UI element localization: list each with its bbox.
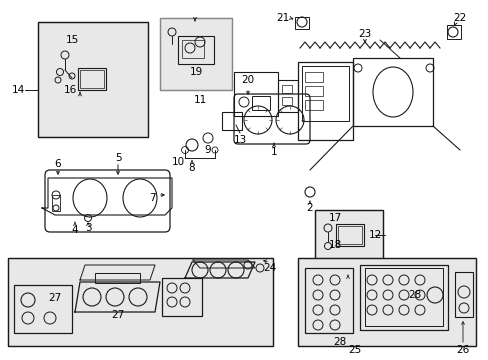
Bar (305, 86, 323, 96)
Text: 1: 1 (270, 147, 277, 157)
Bar (297, 258, 475, 346)
Bar (234, 72, 278, 116)
Bar (359, 265, 447, 330)
Bar (8, 258, 272, 346)
Bar (314, 210, 382, 278)
Text: 9: 9 (204, 145, 211, 155)
Bar (297, 62, 352, 140)
Text: 2: 2 (306, 203, 313, 213)
Text: 21: 21 (276, 13, 289, 23)
Text: 12: 12 (367, 230, 381, 240)
Bar (95, 273, 140, 283)
Bar (222, 112, 242, 130)
Bar (305, 72, 323, 82)
Bar (182, 40, 203, 58)
Bar (160, 18, 231, 90)
Text: 3: 3 (84, 223, 91, 233)
Text: 23: 23 (358, 29, 371, 39)
Text: 26: 26 (455, 345, 468, 355)
Text: 18: 18 (328, 240, 341, 250)
Bar (14, 285, 72, 333)
Bar (305, 100, 323, 110)
Bar (38, 22, 148, 137)
Text: 19: 19 (189, 67, 202, 77)
Text: 4: 4 (72, 225, 78, 235)
Bar (160, 18, 231, 90)
Text: 27: 27 (48, 293, 61, 303)
Bar (335, 224, 363, 246)
Bar (282, 85, 291, 93)
Bar (52, 195, 60, 211)
Text: 28: 28 (407, 290, 421, 300)
Bar (364, 268, 442, 326)
Bar (78, 68, 106, 90)
Text: 7: 7 (148, 193, 155, 203)
Text: 27: 27 (111, 310, 124, 320)
Bar (314, 210, 382, 278)
Bar (446, 25, 460, 39)
Bar (294, 17, 308, 29)
Bar (302, 66, 348, 121)
Bar (278, 80, 297, 112)
Bar (80, 70, 104, 88)
Bar (305, 268, 352, 333)
Text: 5: 5 (115, 153, 121, 163)
Bar (282, 97, 291, 105)
Bar (178, 36, 214, 64)
Bar (38, 22, 148, 137)
Text: 16: 16 (63, 85, 77, 95)
Text: 8: 8 (188, 163, 195, 173)
Text: 10: 10 (171, 157, 184, 167)
Text: 28: 28 (333, 337, 346, 347)
Text: 6: 6 (55, 159, 61, 169)
Bar (8, 258, 272, 346)
Bar (297, 258, 475, 346)
Text: 20: 20 (241, 75, 254, 85)
Text: 24: 24 (263, 263, 276, 273)
Bar (337, 226, 361, 244)
Text: 22: 22 (452, 13, 466, 23)
Text: 14: 14 (11, 85, 24, 95)
Text: 15: 15 (65, 35, 79, 45)
Text: 17: 17 (328, 213, 341, 223)
Bar (162, 278, 202, 316)
Bar (352, 58, 432, 126)
Text: 11: 11 (193, 95, 206, 105)
Text: 25: 25 (347, 345, 361, 355)
Bar (251, 96, 269, 110)
Text: 13: 13 (233, 135, 246, 145)
Bar (454, 272, 472, 317)
